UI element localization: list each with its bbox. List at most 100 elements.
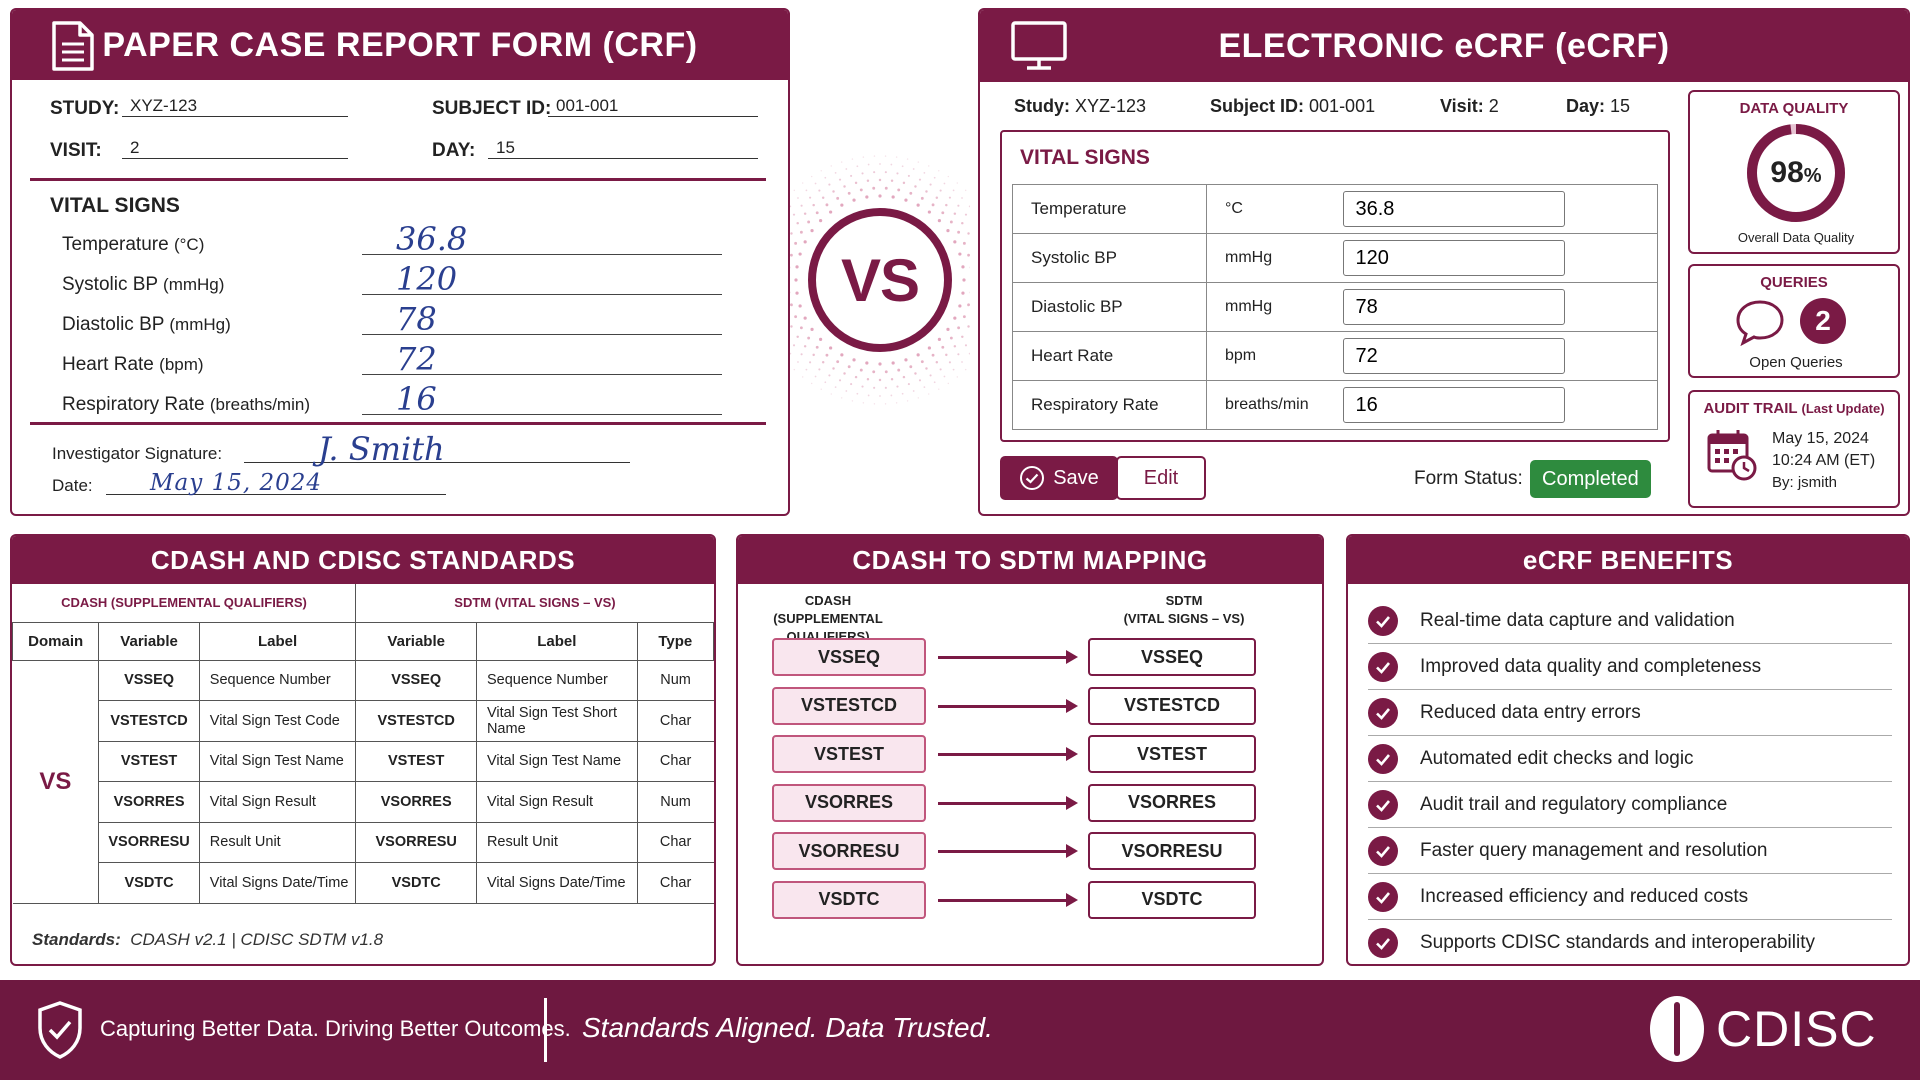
versus-dot: [810, 229, 814, 233]
standards-cell: Char: [636, 740, 714, 782]
versus-dot: [812, 353, 815, 357]
versus-dot: [872, 186, 876, 190]
benefit-text: Faster query management and resolution: [1420, 839, 1768, 861]
queries-card[interactable]: QUERIES 2 Open Queries: [1688, 264, 1900, 378]
dq-unit: %: [1803, 165, 1822, 187]
benefit-text: Increased efficiency and reduced costs: [1420, 885, 1749, 907]
versus-dot: [856, 392, 859, 395]
standards-domain: VS: [12, 659, 100, 904]
versus-dot: [825, 353, 829, 357]
versus-dot: [957, 204, 960, 207]
versus-dot: [852, 198, 856, 202]
versus-dot: [884, 186, 888, 190]
versus-dot: [796, 221, 799, 225]
versus-dot: [810, 382, 813, 385]
edit-button[interactable]: Edit: [1116, 456, 1206, 500]
ecrf-vital-row: Respiratory Rate breaths/min: [1012, 380, 1658, 430]
versus-dot: [878, 194, 882, 198]
versus-dot: [953, 212, 957, 215]
ecrf-study-label: Study:: [1014, 96, 1070, 116]
benefit-item: Real-time data capture and validation: [1368, 598, 1892, 644]
ecrf-subject: Subject ID: 001-001: [1210, 96, 1375, 117]
versus-dot: [821, 361, 825, 364]
visit-value: 2: [122, 138, 348, 159]
versus-dot: [862, 402, 865, 404]
versus-dot: [865, 195, 869, 199]
versus-dot: [967, 253, 971, 257]
versus-dot: [925, 190, 928, 193]
audit-time: 10:24 AM (ET): [1772, 452, 1876, 469]
standards-column-header: Variable: [98, 621, 200, 661]
versus-dot: [949, 220, 953, 224]
versus-dot: [945, 353, 948, 357]
mapping-sdtm-variable: VSSEQ: [1088, 638, 1256, 676]
versus-dot: [953, 316, 957, 320]
versus-dot: [890, 394, 893, 397]
ecrf-vital-row: Diastolic BP mmHg: [1012, 282, 1658, 332]
ecrf-vital-input[interactable]: [1342, 240, 1565, 276]
mapping-sdtm-variable: VSDTC: [1088, 880, 1256, 919]
versus-dot: [789, 303, 793, 307]
ecrf-visit: Visit: 2: [1440, 96, 1499, 117]
versus-dot: [957, 353, 960, 356]
standards-value: CDASH v2.1 | CDISC SDTM v1.8: [130, 930, 384, 949]
versus-dot: [828, 374, 831, 377]
versus-dot: [819, 219, 823, 223]
versus-dot: [854, 375, 858, 379]
ecrf-vital-input[interactable]: [1342, 289, 1565, 325]
versus-dot: [896, 385, 899, 388]
mapping-sdtm-variable: VSTESTCD: [1088, 686, 1256, 725]
versus-dot: [901, 165, 904, 168]
standards-cell: VSTEST: [98, 740, 200, 782]
ecrf-vital-input[interactable]: [1342, 387, 1565, 423]
standards-cell: VSTESTCD: [98, 700, 200, 742]
versus-dot: [872, 370, 876, 374]
versus-dot: [945, 203, 948, 207]
mapping-header: CDASH TO SDTM MAPPING: [738, 536, 1322, 584]
versus-dot: [866, 179, 870, 182]
data-quality-value: 98%: [1690, 156, 1902, 190]
versus-dot: [957, 326, 961, 330]
check-icon: [1368, 789, 1398, 820]
versus-dot: [961, 335, 964, 339]
versus-dot: [792, 344, 796, 347]
audit-trail-details: May 15, 2024 10:24 AM (ET) By: jsmith: [1772, 428, 1875, 494]
paper-vital-value: 16: [396, 380, 437, 418]
benefits-header: eCRF BENEFITS: [1348, 536, 1908, 584]
ecrf-vital-input[interactable]: [1342, 191, 1565, 227]
versus-dot: [912, 390, 915, 392]
versus-dot: [832, 367, 835, 370]
mapping-cdash-variable: VSORRES: [772, 783, 926, 822]
versus-dot: [933, 176, 936, 179]
ecrf-vital-input[interactable]: [1342, 338, 1565, 374]
versus-dot: [884, 386, 887, 389]
study-value: XYZ-123: [122, 96, 348, 117]
mapping-sdtm-variable: VSORRESU: [1088, 832, 1256, 870]
save-button[interactable]: Save: [1000, 456, 1118, 500]
paper-vital-name: Diastolic BP: [62, 314, 165, 335]
data-quality-ring: [1747, 124, 1845, 222]
standards-cell: VSDTC: [355, 862, 477, 904]
versus-dot: [801, 182, 804, 184]
versus-dot: [798, 304, 802, 308]
versus-dot: [962, 241, 966, 245]
ecrf-section-title: VITAL SIGNS: [1020, 146, 1150, 169]
divider: [30, 178, 766, 181]
signature-value: J. Smith: [318, 430, 445, 468]
benefit-text: Supports CDISC standards and interoperab…: [1420, 931, 1815, 953]
versus-dot: [878, 362, 882, 366]
versus-dot: [789, 352, 792, 355]
versus-dot: [818, 189, 821, 192]
versus-dot: [840, 353, 844, 357]
versus-dot: [918, 178, 922, 181]
versus-dot: [956, 182, 959, 184]
dq-number: 98: [1770, 156, 1804, 189]
standards-cell: Char: [636, 821, 714, 863]
versus-circle: VS: [808, 208, 952, 352]
standards-cell: Vital Sign Test Code: [198, 700, 357, 742]
standards-cell: Vital Sign Result: [198, 781, 357, 823]
versus-dot: [789, 253, 793, 257]
standards-column-header: Variable: [355, 621, 477, 661]
divider: [30, 422, 766, 425]
cdash-standards-panel: CDASH AND CDISC STANDARDS CDASH (SUPPLEM…: [10, 534, 716, 966]
